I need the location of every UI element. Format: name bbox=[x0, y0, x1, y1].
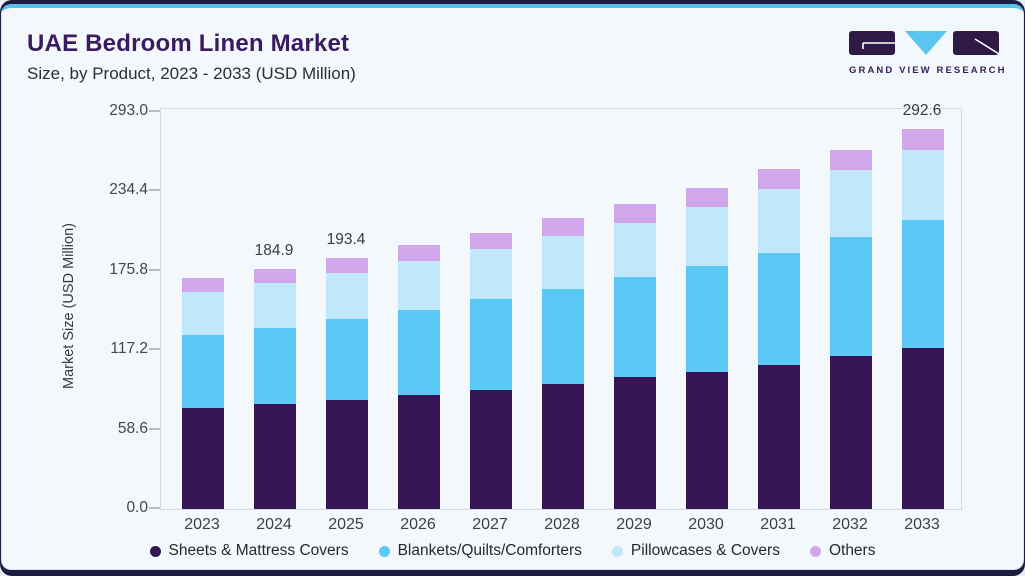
legend-dot bbox=[149, 545, 161, 557]
gvr-logo-mark bbox=[849, 31, 1000, 55]
x-tick-label: 2027 bbox=[472, 516, 508, 533]
bar-segment bbox=[758, 364, 800, 509]
page-title: UAE Bedroom Linen Market bbox=[27, 30, 350, 57]
bar-segment bbox=[398, 309, 440, 395]
bar-value-label: 292.6 bbox=[902, 101, 942, 119]
legend-label: Blankets/Quilts/Comforters bbox=[397, 542, 582, 559]
bar-segment bbox=[830, 355, 872, 509]
bar-segment bbox=[254, 282, 296, 328]
bar-segment bbox=[470, 389, 512, 509]
bar-segment bbox=[254, 268, 296, 283]
y-tick-label: 175.8 bbox=[109, 260, 148, 278]
y-tick-mark bbox=[149, 507, 160, 509]
y-tick-mark bbox=[149, 348, 160, 350]
bar-segment bbox=[182, 291, 224, 336]
bar-segment bbox=[758, 252, 800, 365]
bar-segment bbox=[182, 277, 224, 292]
y-tick-mark bbox=[149, 427, 160, 430]
bar-segment bbox=[542, 235, 584, 290]
x-tick-label: 2031 bbox=[760, 516, 796, 533]
bar-segment bbox=[542, 218, 584, 236]
x-tick-label: 2032 bbox=[832, 516, 868, 533]
legend-dot bbox=[809, 545, 821, 557]
bar-segment bbox=[254, 404, 296, 509]
bar-segment bbox=[614, 203, 656, 223]
bar-segment bbox=[686, 265, 728, 372]
x-tick-label: 2030 bbox=[688, 516, 724, 533]
x-tick-label: 2029 bbox=[616, 516, 652, 533]
y-tick-mark bbox=[149, 109, 160, 112]
gvr-logo: GRAND VIEW RESEARCH bbox=[849, 30, 1007, 76]
legend-label: Others bbox=[828, 542, 876, 559]
gvr-logo-text: GRAND VIEW RESEARCH bbox=[849, 65, 1007, 76]
y-tick-label: 117.2 bbox=[110, 340, 148, 357]
bar-segment bbox=[542, 384, 584, 509]
legend-item: Others bbox=[809, 542, 876, 560]
chart-legend: Sheets & Mattress Covers Blankets/Quilts/… bbox=[2, 542, 1023, 560]
bar-value-label: 193.4 bbox=[326, 230, 366, 248]
legend-label: Pillowcases & Covers bbox=[630, 542, 780, 559]
bar-segment bbox=[470, 233, 512, 249]
y-tick-label: 293.0 bbox=[109, 101, 148, 119]
legend-label: Sheets & Mattress Covers bbox=[168, 542, 349, 559]
y-tick-label: 58.6 bbox=[117, 419, 148, 437]
y-tick-mark bbox=[149, 268, 160, 271]
legend-dot bbox=[378, 545, 390, 557]
plot-area bbox=[160, 108, 962, 510]
bar-segment bbox=[686, 187, 728, 207]
bar-segment bbox=[326, 257, 368, 273]
bar-segment bbox=[398, 394, 440, 509]
x-tick-label: 2028 bbox=[544, 516, 580, 533]
bar-segment bbox=[686, 371, 728, 509]
y-tick-mark bbox=[149, 189, 160, 191]
legend-item: Blankets/Quilts/Comforters bbox=[378, 542, 582, 560]
bar-segment bbox=[902, 219, 944, 348]
bar-segment bbox=[686, 206, 728, 266]
legend-dot bbox=[611, 545, 623, 557]
chart-card: UAE Bedroom Linen Market Size, by Produc… bbox=[1, 4, 1024, 570]
page-subtitle: Size, by Product, 2023 - 2033 (USD Milli… bbox=[27, 64, 356, 83]
bar-segment bbox=[902, 149, 944, 220]
bar-segment bbox=[830, 170, 872, 237]
bar-segment bbox=[758, 188, 800, 253]
bar-segment bbox=[182, 407, 224, 509]
bar-segment bbox=[758, 168, 800, 189]
bar-segment bbox=[902, 128, 944, 150]
x-tick-label: 2026 bbox=[400, 516, 436, 533]
bar-segment bbox=[542, 289, 584, 385]
y-tick-label: 0.0 bbox=[126, 499, 148, 516]
bar-segment bbox=[614, 222, 656, 277]
bar-segment bbox=[470, 248, 512, 300]
legend-item: Pillowcases & Covers bbox=[611, 542, 780, 560]
bar-segment bbox=[254, 327, 296, 405]
bar-segment bbox=[470, 299, 512, 390]
bar-segment bbox=[614, 376, 656, 509]
x-tick-label: 2033 bbox=[904, 516, 940, 533]
bar-segment bbox=[326, 399, 368, 509]
y-axis-title: Market Size (USD Million) bbox=[61, 223, 77, 389]
x-tick-label: 2023 bbox=[184, 516, 220, 533]
bar-segment bbox=[182, 335, 224, 408]
bar-segment bbox=[902, 347, 944, 509]
bar-segment bbox=[830, 236, 872, 356]
legend-item: Sheets & Mattress Covers bbox=[149, 542, 349, 560]
bar-segment bbox=[830, 149, 872, 171]
y-tick-label: 234.4 bbox=[109, 181, 148, 198]
x-tick-label: 2025 bbox=[328, 516, 364, 533]
bar-segment bbox=[326, 318, 368, 400]
bar-segment bbox=[326, 272, 368, 319]
bar-segment bbox=[398, 260, 440, 310]
x-tick-label: 2024 bbox=[256, 516, 292, 533]
bar-value-label: 184.9 bbox=[254, 241, 294, 259]
bar-segment bbox=[398, 244, 440, 261]
bar-segment bbox=[614, 276, 656, 377]
